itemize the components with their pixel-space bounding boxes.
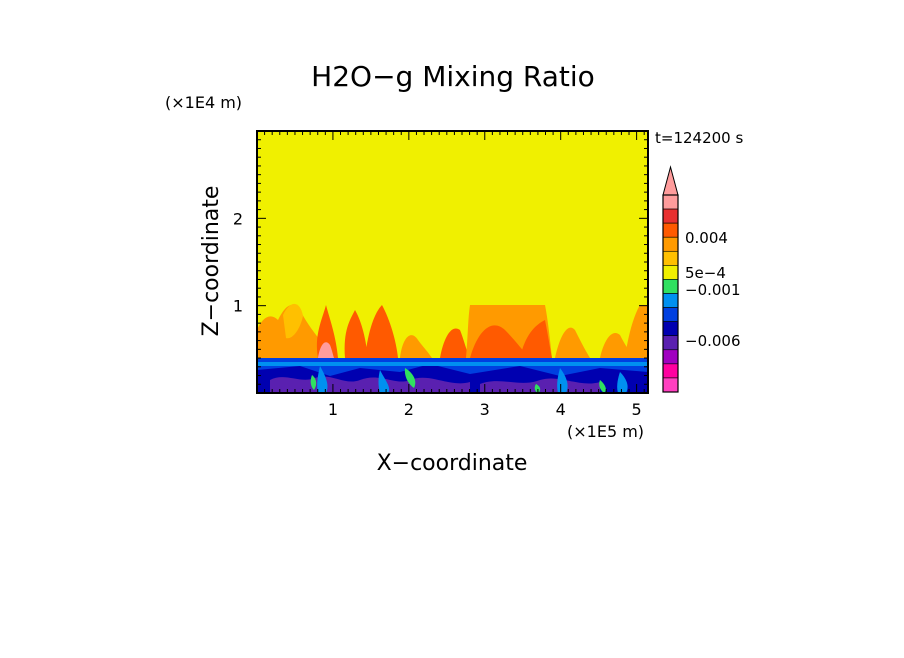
colorbar-swatch [662, 222, 679, 238]
colorbar-label: 5e−4 [685, 264, 726, 282]
y-axis-title: Z−coordinate [199, 186, 224, 337]
colorbar-swatch [662, 363, 679, 379]
colorbar-swatch [662, 377, 679, 393]
plot-field [257, 131, 648, 393]
chart-title: H2O−g Mixing Ratio [311, 60, 595, 93]
colorbar-swatch [662, 335, 679, 351]
boundary-region [378, 370, 390, 393]
plume-region [283, 303, 303, 339]
x-axis-title: X−coordinate [377, 451, 528, 476]
y-unit-label: (×1E4 m) [165, 93, 242, 112]
boundary-region [599, 380, 606, 393]
plume-region [316, 305, 338, 358]
boundary-region [310, 375, 317, 390]
colorbar-swatch [662, 321, 679, 337]
boundary-region [557, 368, 568, 393]
colorbar-frame [662, 194, 679, 393]
colorbar-swatch [662, 250, 679, 266]
x-tick-label: 5 [632, 400, 642, 419]
plume-region [365, 305, 398, 358]
plume-region [600, 332, 634, 358]
plume-region [555, 327, 590, 358]
y-tick-label: 1 [233, 297, 243, 316]
plume-layer [257, 303, 648, 358]
plume-region [344, 310, 368, 358]
colorbar-label: 0.004 [685, 229, 728, 247]
colorbar-swatch [662, 293, 679, 308]
plume-region [440, 328, 470, 358]
colorbar-swatch [662, 279, 679, 294]
colorbar-arrow [662, 165, 679, 196]
x-tick-label: 3 [480, 400, 490, 419]
boundary-layer [257, 358, 648, 393]
x-tick-label: 4 [556, 400, 566, 419]
colorbar-label: −0.006 [685, 332, 741, 350]
boundary-region [257, 362, 648, 366]
colorbar-swatch [662, 236, 679, 252]
x-unit-label: (×1E5 m) [567, 422, 644, 441]
boundary-region [317, 366, 328, 393]
colorbar-swatch [662, 208, 679, 224]
colorbar-swatch [662, 307, 679, 322]
colorbar: 0.004 5e−4−0.001 −0.006 [662, 165, 741, 393]
x-tick-label: 1 [328, 400, 338, 419]
boundary-region [480, 378, 600, 393]
colorbar-swatch [662, 194, 679, 210]
plume-region [318, 342, 334, 358]
y-tick-label: 2 [233, 209, 243, 228]
colorbar-swatch [662, 265, 679, 280]
plume-region [625, 305, 648, 358]
tick-labels: 1 2 3 4 5 1 2 [233, 209, 642, 419]
axis-ticks [257, 131, 648, 393]
colorbar-label: −0.001 [685, 281, 741, 299]
x-tick-label: 2 [404, 400, 414, 419]
plume-region [470, 325, 530, 358]
boundary-region [534, 384, 541, 393]
time-label: t=124200 s [655, 129, 743, 147]
boundary-region [404, 368, 416, 388]
plume-region [520, 320, 552, 358]
boundary-region [617, 372, 628, 393]
plume-region [400, 335, 432, 358]
colorbar-swatch [662, 349, 679, 365]
